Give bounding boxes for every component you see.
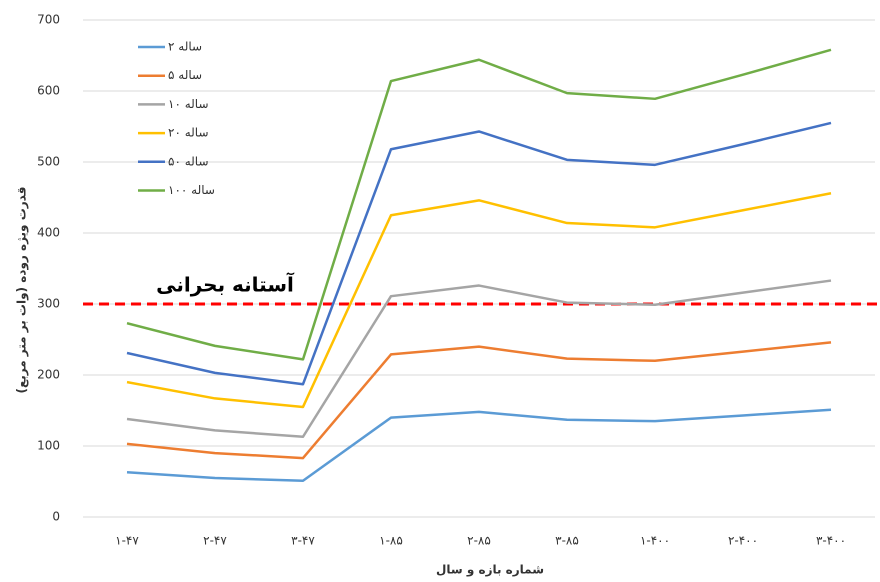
y-tick-label: 300 bbox=[37, 297, 60, 311]
x-tick-label: ۱-۴۰۰ bbox=[640, 534, 670, 548]
x-tick-label: ۱-۴۷ bbox=[115, 534, 139, 548]
x-tick-label: ۳-۴۰۰ bbox=[816, 534, 846, 548]
legend-label: ۱۰ ساله bbox=[168, 97, 209, 111]
y-tick-label: 700 bbox=[37, 13, 60, 27]
series-line bbox=[126, 408, 832, 483]
y-tick-label: 600 bbox=[37, 84, 60, 98]
series-line bbox=[126, 48, 832, 361]
y-axis-title: قدرت ویژه روده (وات بر متر مربع) bbox=[15, 187, 30, 394]
series-line bbox=[126, 279, 832, 439]
legend-label: ۵۰ ساله bbox=[168, 154, 209, 168]
y-tick-label: 400 bbox=[37, 226, 60, 240]
threshold-label: آستانه بحرانی bbox=[156, 272, 295, 297]
series-line bbox=[126, 341, 832, 460]
y-tick-label: 100 bbox=[37, 439, 60, 453]
series-line bbox=[126, 121, 832, 386]
y-tick-label: 500 bbox=[37, 155, 60, 169]
legend-label: ۲ ساله bbox=[168, 40, 202, 54]
x-tick-label: ۲-۸۵ bbox=[467, 534, 491, 548]
x-tick-label: ۲-۴۷ bbox=[203, 534, 227, 548]
x-tick-label: ۲-۴۰۰ bbox=[728, 534, 758, 548]
legend-label: ۵ ساله bbox=[168, 68, 202, 82]
series-line bbox=[126, 192, 832, 409]
legend-label: ۱۰۰ ساله bbox=[168, 183, 215, 197]
x-tick-label: ۳-۸۵ bbox=[555, 534, 579, 548]
x-tick-label: ۳-۴۷ bbox=[291, 534, 315, 548]
y-tick-label: 200 bbox=[37, 368, 60, 382]
x-tick-label: ۱-۸۵ bbox=[379, 534, 403, 548]
legend-label: ۲۰ ساله bbox=[168, 126, 209, 140]
y-tick-label: 0 bbox=[52, 510, 60, 524]
x-axis-title: شماره بازه و سال bbox=[436, 563, 544, 578]
